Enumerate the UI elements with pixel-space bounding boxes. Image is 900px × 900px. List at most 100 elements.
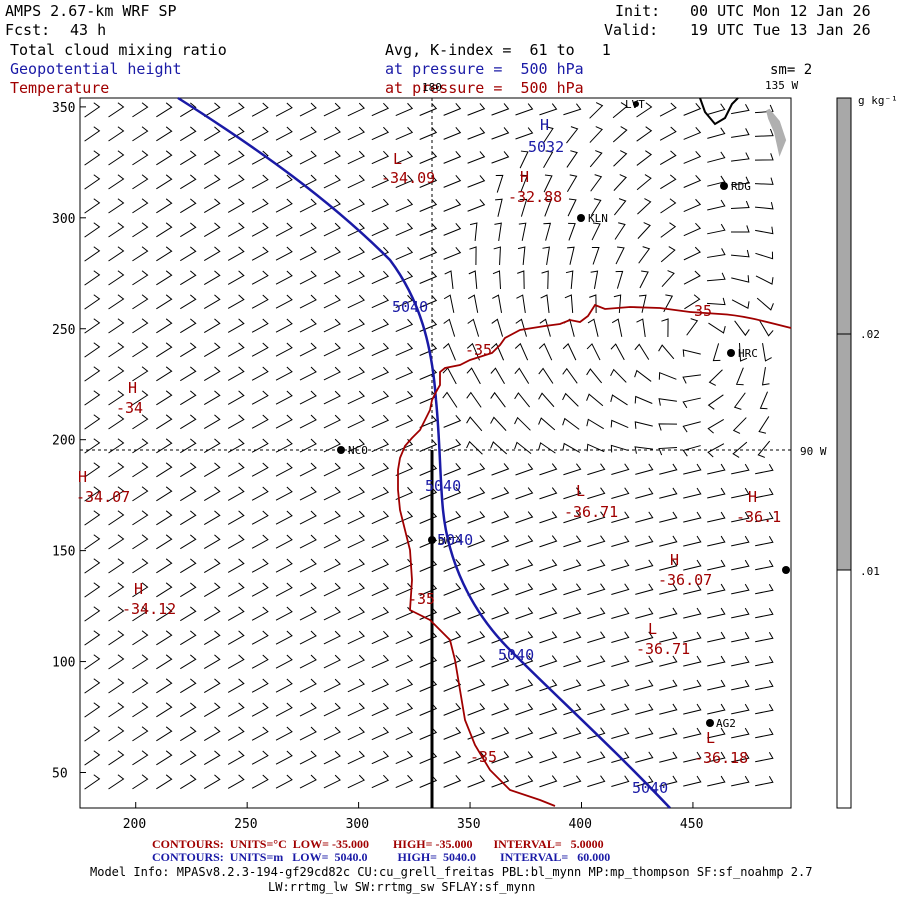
wind-barb <box>491 583 510 596</box>
wind-barb <box>203 774 221 789</box>
wind-barb <box>347 462 365 477</box>
wind-barb <box>542 246 550 265</box>
wind-barb <box>539 583 558 596</box>
wind-barb <box>443 294 455 313</box>
wind-barb <box>515 559 534 572</box>
wind-barb <box>635 631 654 643</box>
wind-barb <box>156 246 173 262</box>
wind-barb <box>515 751 534 764</box>
wind-barb <box>562 367 578 384</box>
wind-barb <box>132 606 149 622</box>
wind-barb <box>395 510 414 525</box>
wind-barb <box>659 751 678 763</box>
wind-barb <box>731 128 750 138</box>
wind-barb <box>132 750 149 766</box>
wind-barb <box>659 631 678 643</box>
wind-barb <box>251 390 269 405</box>
wind-barb <box>539 655 558 668</box>
wind-barb <box>108 366 125 382</box>
wind-barb <box>563 463 582 476</box>
wind-barb <box>707 248 726 258</box>
wind-barb <box>347 510 365 525</box>
wind-barb <box>156 486 173 502</box>
wind-barb <box>636 126 653 142</box>
wind-barb <box>108 462 125 478</box>
wind-barb <box>565 270 574 290</box>
station-kln-dot <box>577 214 585 222</box>
wind-barb <box>347 318 365 333</box>
wind-barb <box>84 630 101 646</box>
temp-extremum-8-val: -36.71 <box>636 640 690 658</box>
wind-barb <box>491 151 510 164</box>
field-temperature-info: at pressure = 500 hPa <box>385 79 584 97</box>
wind-barb <box>707 559 726 571</box>
wind-barb <box>132 126 149 142</box>
wind-barb <box>251 774 269 789</box>
wind-barb <box>227 558 245 573</box>
colorbar-tick-01: .01 <box>860 565 880 578</box>
wind-barb <box>180 558 197 574</box>
station-rdg: RDG <box>731 180 751 193</box>
wind-barb <box>371 414 390 429</box>
wind-barb <box>563 679 582 692</box>
wind-barb <box>563 607 582 620</box>
station-hrc: HRC <box>738 347 758 360</box>
wind-barb <box>156 294 173 310</box>
wind-barb <box>612 102 628 119</box>
wind-barb <box>683 222 702 237</box>
wind-barb <box>514 342 529 361</box>
wind-barb <box>347 438 365 453</box>
wind-barb <box>491 535 510 548</box>
wind-barb <box>419 246 438 260</box>
wind-barb <box>251 222 269 237</box>
footer-temp-contours: CONTOURS: UNITS=°C LOW= -35.000 HIGH= -3… <box>152 837 604 851</box>
wind-barb <box>467 679 486 692</box>
wind-barb <box>180 174 197 190</box>
wind-barb <box>227 270 245 285</box>
wind-barb <box>180 390 197 406</box>
wind-barb <box>395 750 414 765</box>
wind-barb <box>132 390 149 406</box>
wind-barb <box>180 774 197 790</box>
wind-barb <box>443 751 462 764</box>
wind-barb <box>132 318 149 334</box>
wind-barb <box>108 126 125 142</box>
wind-barb <box>755 559 774 571</box>
wind-barb <box>132 270 149 286</box>
wind-barb <box>683 126 702 140</box>
x-tick-label: 400 <box>568 817 591 832</box>
wind-barb <box>514 416 531 431</box>
wind-barb <box>683 198 702 213</box>
wind-barb <box>443 631 462 644</box>
axis-ticks: 200 250 300 350 400 450 50 100 150 200 250 300 350 <box>52 101 703 832</box>
wind-barb <box>347 198 365 213</box>
wind-barb <box>708 322 726 334</box>
wind-barb <box>203 222 221 237</box>
wind-barb <box>419 462 438 476</box>
station-lvt: LVT <box>625 98 645 111</box>
wind-barb <box>538 417 556 431</box>
wind-barb <box>108 558 125 574</box>
wind-barb <box>203 558 221 573</box>
y-tick-label: 250 <box>52 323 75 338</box>
wind-barb <box>132 414 149 430</box>
wind-barb <box>180 582 197 598</box>
wind-barb <box>156 702 173 718</box>
wind-barb <box>275 342 293 357</box>
station-lvt-dot <box>633 101 639 107</box>
wind-barb <box>371 534 390 549</box>
wind-barb <box>156 150 173 166</box>
wind-barb <box>347 534 365 549</box>
wind-barb <box>203 750 221 765</box>
y-tick-label: 200 <box>52 434 75 449</box>
wind-barb <box>707 223 726 235</box>
wind-barb <box>108 534 125 550</box>
wind-barb <box>707 511 726 523</box>
wind-barb <box>731 775 750 787</box>
station-kln: KLN <box>588 212 608 225</box>
y-tick-label: 350 <box>52 101 75 116</box>
wind-barb <box>132 366 149 382</box>
wind-barb <box>108 270 125 286</box>
wind-barb <box>84 486 101 502</box>
wind-barb <box>251 558 269 573</box>
